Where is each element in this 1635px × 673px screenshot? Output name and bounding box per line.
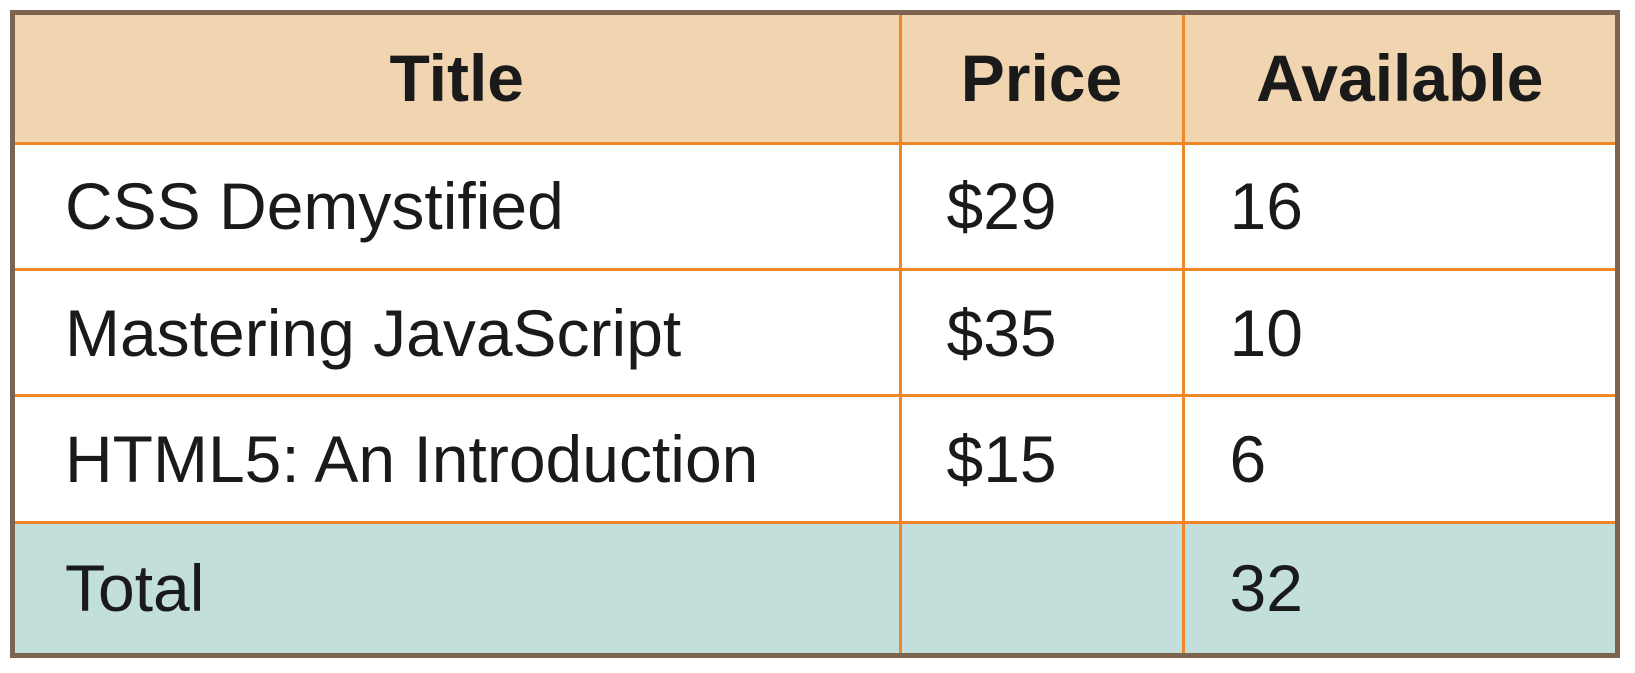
total-price-cell <box>898 520 1185 653</box>
title-cell: Mastering JavaScript <box>15 267 902 398</box>
book-table: Title Price Available CSS Demystified $2… <box>15 15 1615 653</box>
book-table-frame: Title Price Available CSS Demystified $2… <box>10 10 1620 658</box>
price-cell: $35 <box>898 267 1185 398</box>
column-header-available: Available <box>1181 15 1615 145</box>
available-cell: 16 <box>1181 141 1615 271</box>
title-cell: HTML5: An Introduction <box>15 394 902 524</box>
table-row: CSS Demystified $29 16 <box>15 141 1615 271</box>
title-cell: CSS Demystified <box>15 141 902 271</box>
total-label: Total <box>15 520 902 653</box>
header-row: Title Price Available <box>15 15 1615 145</box>
price-cell: $29 <box>898 141 1185 271</box>
column-header-price: Price <box>898 15 1185 145</box>
total-available-cell: 32 <box>1181 520 1615 653</box>
total-row: Total 32 <box>15 520 1615 653</box>
table-row: HTML5: An Introduction $15 6 <box>15 394 1615 524</box>
price-cell: $15 <box>898 394 1185 524</box>
available-cell: 6 <box>1181 394 1615 524</box>
table-row: Mastering JavaScript $35 10 <box>15 267 1615 398</box>
column-header-title: Title <box>15 15 902 145</box>
available-cell: 10 <box>1181 267 1615 398</box>
